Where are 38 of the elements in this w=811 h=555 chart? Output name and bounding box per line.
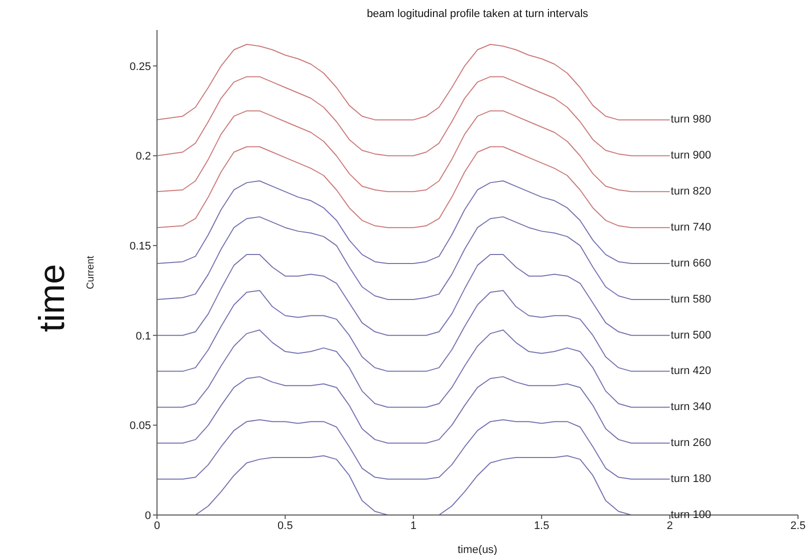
series-label: turn 580 xyxy=(670,293,712,306)
line-series xyxy=(157,146,670,228)
line-series xyxy=(157,290,670,372)
line-series xyxy=(157,329,670,408)
y-tick-label: 0.1 xyxy=(136,330,151,342)
line-series xyxy=(157,76,670,156)
series-label: turn 660 xyxy=(670,257,712,270)
line-series xyxy=(157,180,670,264)
y-tick-label: 0 xyxy=(144,510,151,522)
line-series xyxy=(157,44,670,120)
series-label: turn 740 xyxy=(670,222,712,234)
line-series xyxy=(157,419,670,480)
y-tick-label: 0.15 xyxy=(130,240,151,252)
y-tick-label: 0.05 xyxy=(130,420,151,432)
y-axis-title: Current xyxy=(86,256,97,290)
x-tick-label: 1 xyxy=(410,520,416,532)
series-label: turn 500 xyxy=(670,329,712,342)
series-label: turn 420 xyxy=(670,365,712,378)
series-label: turn 820 xyxy=(670,186,712,198)
series-label: turn 340 xyxy=(670,401,712,414)
series-label: turn 900 xyxy=(670,150,712,162)
series-label: turn 260 xyxy=(670,437,712,450)
series-label: turn 180 xyxy=(670,472,712,485)
text: time xyxy=(31,264,73,332)
chart-title: beam logitudinal profile taken at turn intervals xyxy=(366,8,590,20)
line-series xyxy=(157,254,670,336)
x-axis-title: time(us) xyxy=(458,544,498,555)
x-tick-label: 1.5 xyxy=(534,520,550,532)
series-label: turn 980 xyxy=(670,114,712,126)
x-tick-label: 2 xyxy=(666,520,673,532)
x-tick-label: 0 xyxy=(154,520,160,532)
line-series xyxy=(157,376,670,444)
x-tick-label: 2.5 xyxy=(790,520,806,532)
x-tick-label: 0.5 xyxy=(278,520,293,532)
y-tick-label: 0.25 xyxy=(130,60,151,73)
y-tick-label: 0.2 xyxy=(136,150,151,163)
line-series xyxy=(157,216,670,300)
line-series xyxy=(157,110,670,192)
